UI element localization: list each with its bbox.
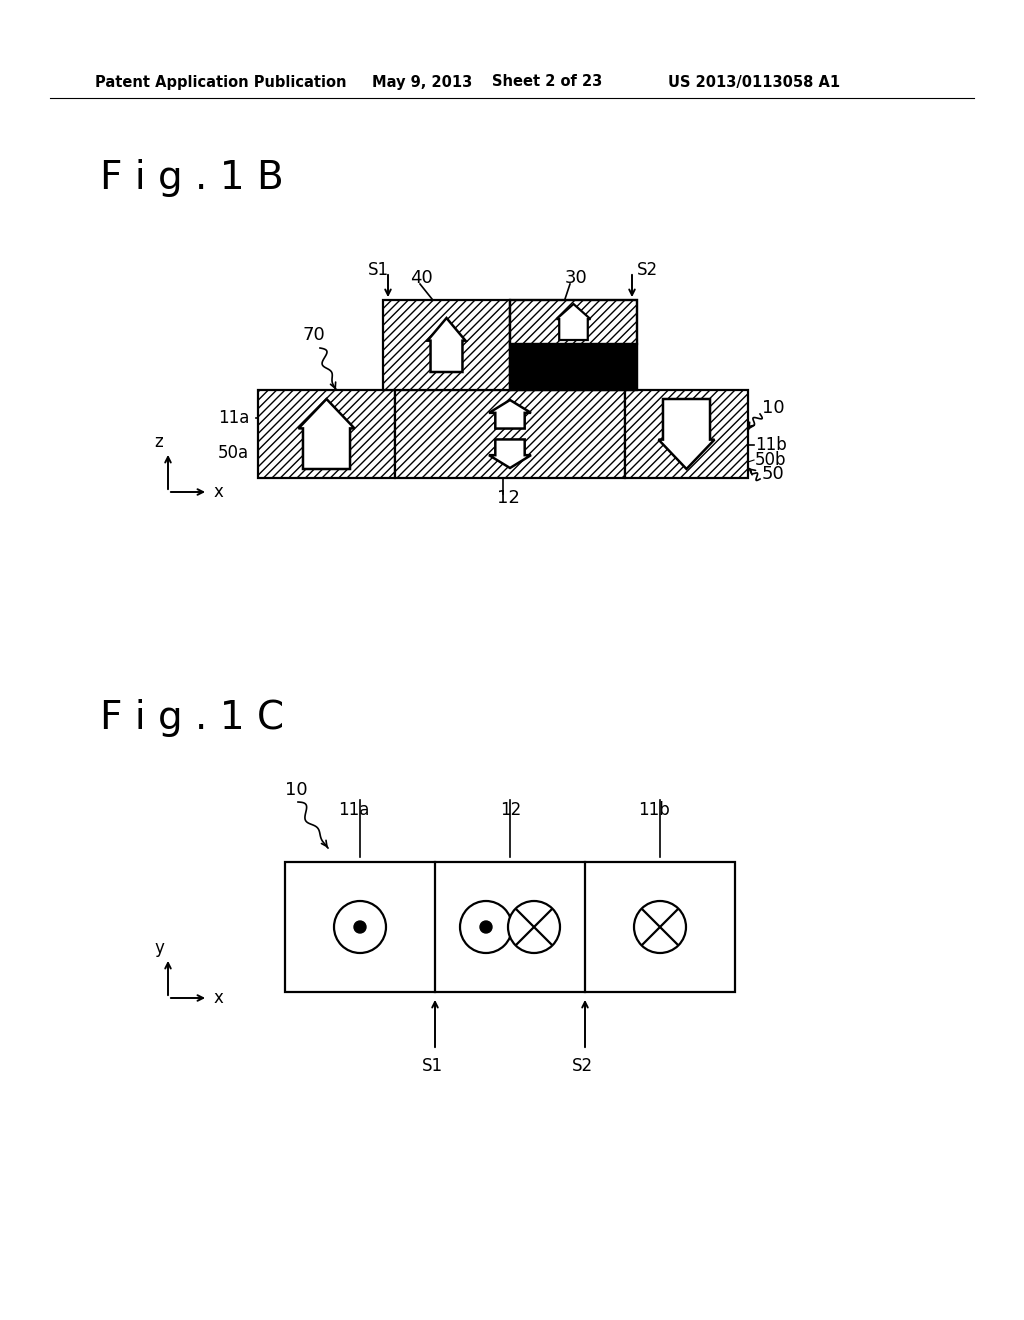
Polygon shape	[489, 400, 531, 429]
Bar	[395, 389, 625, 478]
Polygon shape	[489, 440, 531, 469]
Text: F i g . 1 C: F i g . 1 C	[100, 700, 284, 737]
Text: x: x	[214, 483, 224, 502]
Bar	[510, 300, 637, 389]
Text: 12: 12	[500, 801, 521, 818]
Text: 11b: 11b	[638, 801, 670, 818]
Circle shape	[480, 921, 492, 933]
Bar	[625, 389, 748, 478]
Text: Patent Application Publication: Patent Application Publication	[95, 74, 346, 90]
Polygon shape	[658, 399, 715, 469]
Text: 40: 40	[410, 269, 433, 286]
Circle shape	[460, 902, 512, 953]
Text: S2: S2	[637, 261, 658, 279]
Circle shape	[334, 902, 386, 953]
Polygon shape	[299, 399, 354, 469]
Text: 11b: 11b	[755, 436, 786, 454]
Text: Sheet 2 of 23: Sheet 2 of 23	[492, 74, 602, 90]
Circle shape	[508, 902, 560, 953]
Text: F i g . 1 B: F i g . 1 B	[100, 158, 284, 197]
Text: May 9, 2013: May 9, 2013	[372, 74, 472, 90]
Text: 50b: 50b	[755, 451, 786, 469]
Text: 50a: 50a	[218, 444, 249, 462]
Text: 50: 50	[762, 465, 784, 483]
Bar	[285, 862, 735, 993]
Circle shape	[634, 902, 686, 953]
Polygon shape	[427, 318, 466, 372]
Text: 11a: 11a	[218, 409, 250, 426]
Bar	[510, 345, 637, 389]
Text: S2: S2	[572, 1057, 593, 1074]
Polygon shape	[556, 304, 591, 341]
Text: 30: 30	[565, 269, 588, 286]
Circle shape	[354, 921, 366, 933]
Text: 12: 12	[497, 488, 520, 507]
Text: 10: 10	[762, 399, 784, 417]
Text: y: y	[154, 939, 164, 957]
Text: US 2013/0113058 A1: US 2013/0113058 A1	[668, 74, 840, 90]
Bar	[510, 300, 637, 345]
Text: S1: S1	[368, 261, 389, 279]
Text: 11a: 11a	[338, 801, 370, 818]
Text: z: z	[154, 433, 163, 451]
Text: 10: 10	[285, 781, 307, 799]
Text: S1: S1	[422, 1057, 443, 1074]
Bar	[383, 300, 510, 389]
Text: x: x	[214, 989, 224, 1007]
Bar	[258, 389, 395, 478]
Text: 70: 70	[302, 326, 325, 345]
